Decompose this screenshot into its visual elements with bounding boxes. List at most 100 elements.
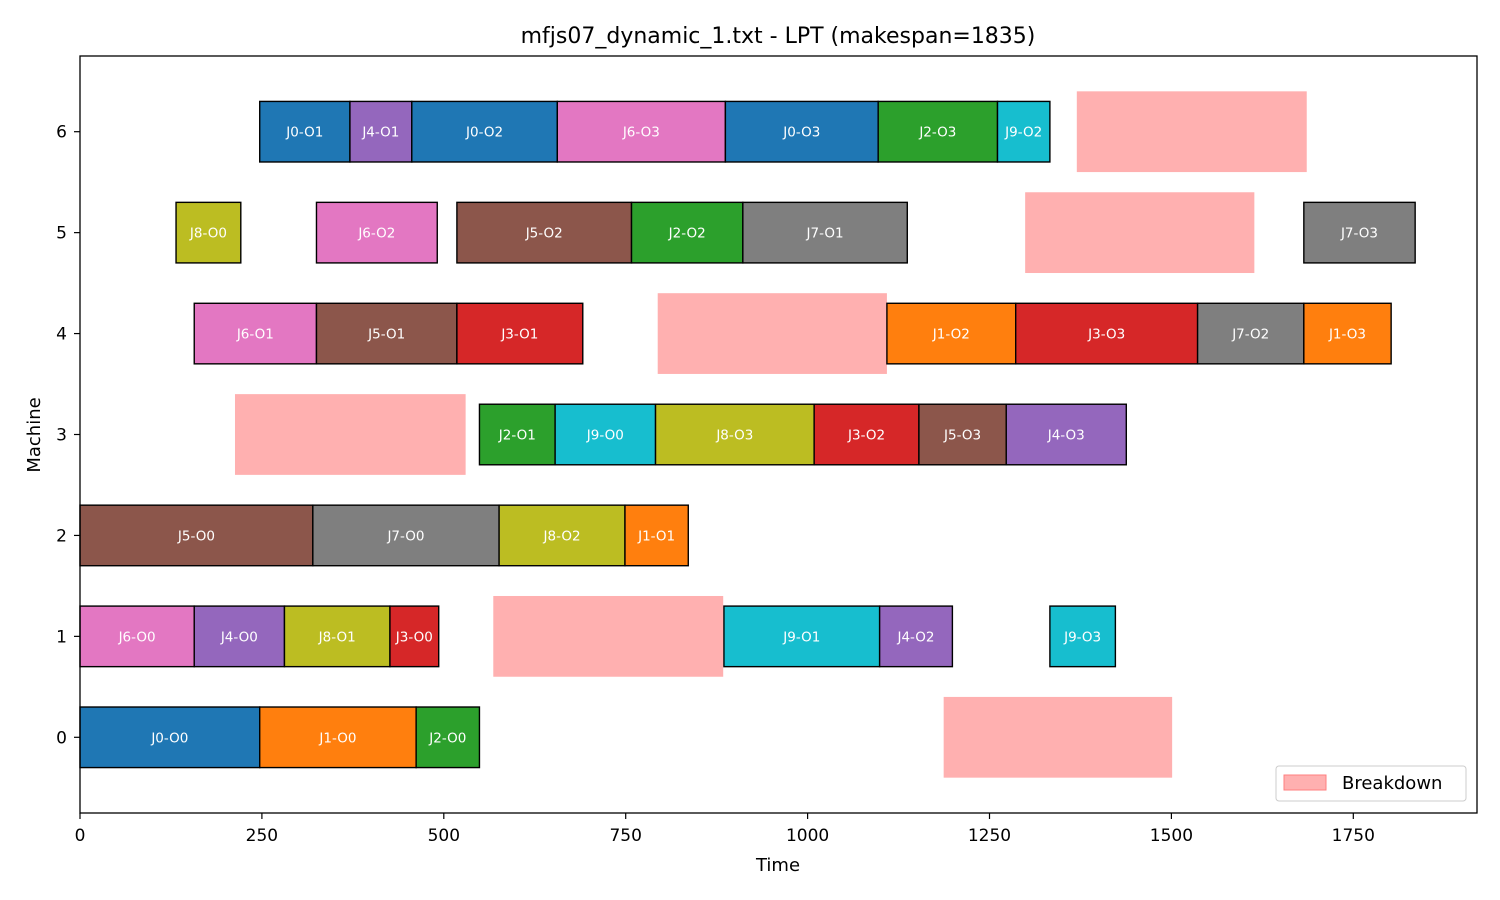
y-tick-label: 5 <box>56 224 67 244</box>
task-bar <box>315 302 458 365</box>
task-bar <box>456 201 633 264</box>
x-tick-label: 500 <box>428 826 460 846</box>
task-bar <box>742 201 908 264</box>
task-label: J9-O0 <box>586 428 624 444</box>
task-label: J2-O0 <box>428 730 466 746</box>
task-label: J9-O1 <box>782 629 820 645</box>
y-axis-label: Machine <box>24 397 45 472</box>
task-label: J5-O2 <box>525 226 563 242</box>
y-tick-label: 2 <box>56 526 67 546</box>
task-bar <box>193 605 286 668</box>
task-bar <box>886 302 1017 365</box>
task-bar <box>724 100 879 163</box>
task-label: J7-O3 <box>1340 226 1378 242</box>
task-bar <box>389 605 440 668</box>
task-label: J3-O1 <box>500 327 538 343</box>
task-bar <box>1049 605 1117 668</box>
task-bar <box>1303 201 1416 264</box>
task-bar <box>1014 302 1199 365</box>
task-label: J4-O1 <box>361 125 399 141</box>
task-label: J1-O0 <box>318 730 356 746</box>
task-bar <box>312 504 500 567</box>
task-bar <box>415 706 481 769</box>
task-bar <box>411 100 559 163</box>
task-label: J4-O2 <box>896 629 934 645</box>
y-tick-label: 3 <box>56 426 67 446</box>
task-bar <box>878 605 954 668</box>
task-label: J1-O2 <box>932 327 970 343</box>
task-label: J8-O3 <box>715 428 753 444</box>
task-label: J8-O2 <box>543 528 581 544</box>
task-label: J9-O2 <box>1004 125 1042 141</box>
task-bar <box>654 403 815 466</box>
task-bar <box>498 504 626 567</box>
task-label: J8-O0 <box>189 226 227 242</box>
x-tick-label: 1250 <box>968 826 1011 846</box>
task-layer: J0-O0 J1-O0 J2-O0 J6-O0 J4-O0 J8-O1 J3-O0 J9-O1… <box>79 100 1416 769</box>
y-tick-label: 1 <box>56 627 67 647</box>
y-axis: 0 1 2 3 4 5 6 <box>56 123 80 748</box>
task-label: J3-O0 <box>395 629 433 645</box>
task-label: J5-O0 <box>177 528 215 544</box>
task-label: J6-O0 <box>118 629 156 645</box>
task-label: J0-O1 <box>285 125 323 141</box>
task-label: J6-O1 <box>236 327 274 343</box>
task-bar <box>1196 302 1305 365</box>
task-bar <box>79 605 195 668</box>
task-label: J2-O1 <box>498 428 536 444</box>
task-bar <box>877 100 999 163</box>
task-label: J4-O0 <box>220 629 258 645</box>
task-bar <box>624 504 689 567</box>
x-tick-label: 1500 <box>1150 826 1193 846</box>
task-label: J5-O1 <box>367 327 405 343</box>
x-axis-label: Time <box>755 855 800 876</box>
breakdown-block <box>234 394 466 475</box>
task-bar <box>630 201 744 264</box>
breakdown-block <box>943 696 1173 778</box>
breakdown-block <box>1076 91 1307 173</box>
y-tick-label: 6 <box>56 123 67 143</box>
x-tick-label: 750 <box>609 826 641 846</box>
task-label: J2-O2 <box>668 226 706 242</box>
task-bar <box>1005 403 1127 466</box>
task-bar <box>723 605 881 668</box>
task-label: J3-O3 <box>1087 327 1125 343</box>
task-label: J0-O0 <box>150 730 188 746</box>
task-label: J0-O3 <box>782 125 820 141</box>
task-label: J1-O3 <box>1328 327 1366 343</box>
task-label: J4-O3 <box>1047 428 1085 444</box>
task-label: J0-O2 <box>465 125 503 141</box>
task-label: J6-O3 <box>622 125 660 141</box>
task-label: J1-O1 <box>637 528 675 544</box>
task-label: J7-O1 <box>806 226 844 242</box>
y-tick-label: 0 <box>56 728 67 748</box>
task-bar <box>315 201 438 264</box>
x-tick-label: 0 <box>75 826 86 846</box>
x-tick-label: 1750 <box>1332 826 1375 846</box>
chart-title: mfjs07_dynamic_1.txt - LPT (makespan=183… <box>521 24 1036 49</box>
task-bar <box>813 403 920 466</box>
task-label: J5-O3 <box>943 428 981 444</box>
breakdown-block <box>657 293 887 374</box>
x-axis: 0 250 500 750 1000 1250 1500 1750 <box>75 813 1375 846</box>
task-bar <box>1303 302 1392 365</box>
task-bar <box>175 201 242 264</box>
y-tick-label: 4 <box>56 325 67 345</box>
task-label: J8-O1 <box>318 629 356 645</box>
task-label: J6-O2 <box>357 226 395 242</box>
breakdown-block <box>1025 192 1255 274</box>
task-bar <box>554 403 657 466</box>
task-label: J7-O2 <box>1231 327 1269 343</box>
task-bar <box>259 100 351 163</box>
task-bar <box>556 100 727 163</box>
breakdown-block <box>493 595 724 677</box>
task-bar <box>283 605 391 668</box>
task-bar <box>996 100 1051 163</box>
x-tick-label: 1000 <box>786 826 829 846</box>
breakdown-layer <box>234 91 1307 778</box>
task-bar <box>456 302 584 365</box>
task-label: J9-O3 <box>1063 629 1101 645</box>
legend-swatch-breakdown <box>1283 774 1327 791</box>
x-tick-label: 250 <box>246 826 278 846</box>
task-bar <box>193 302 318 365</box>
